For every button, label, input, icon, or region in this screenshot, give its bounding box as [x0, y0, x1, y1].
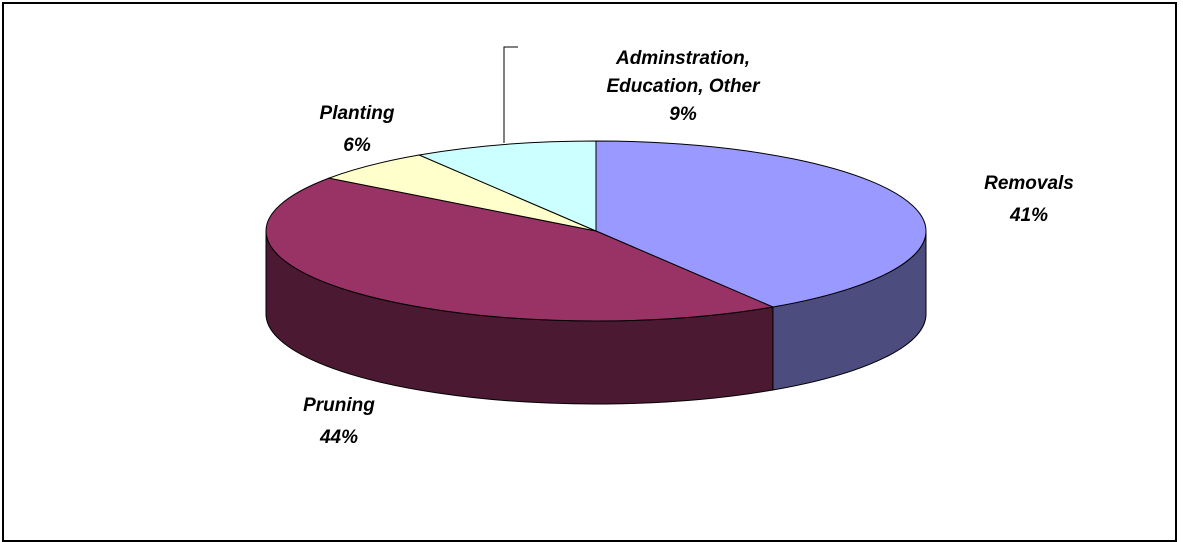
label-planting-name: Planting: [320, 103, 395, 124]
label-removals-value: 41%: [1009, 205, 1048, 226]
label-planting-value: 6%: [343, 135, 371, 156]
label-removals-name: Removals: [984, 173, 1074, 194]
label-pruning-value: 44%: [319, 427, 358, 448]
pie-slice-planting: [327, 154, 597, 232]
label-administration-value: 9%: [669, 104, 697, 125]
label-administration-name-line2: Education, Other: [606, 76, 761, 97]
label-administration-name-line1: Adminstration,: [615, 48, 750, 69]
label-pruning-name: Pruning: [303, 395, 375, 416]
pie-tops: [265, 140, 927, 322]
pie-slice-pruning: [265, 177, 775, 322]
leader-line-administration: [503, 46, 518, 143]
pie-slice-removals: [595, 140, 927, 308]
pie-slice-adminstration: [417, 140, 597, 232]
